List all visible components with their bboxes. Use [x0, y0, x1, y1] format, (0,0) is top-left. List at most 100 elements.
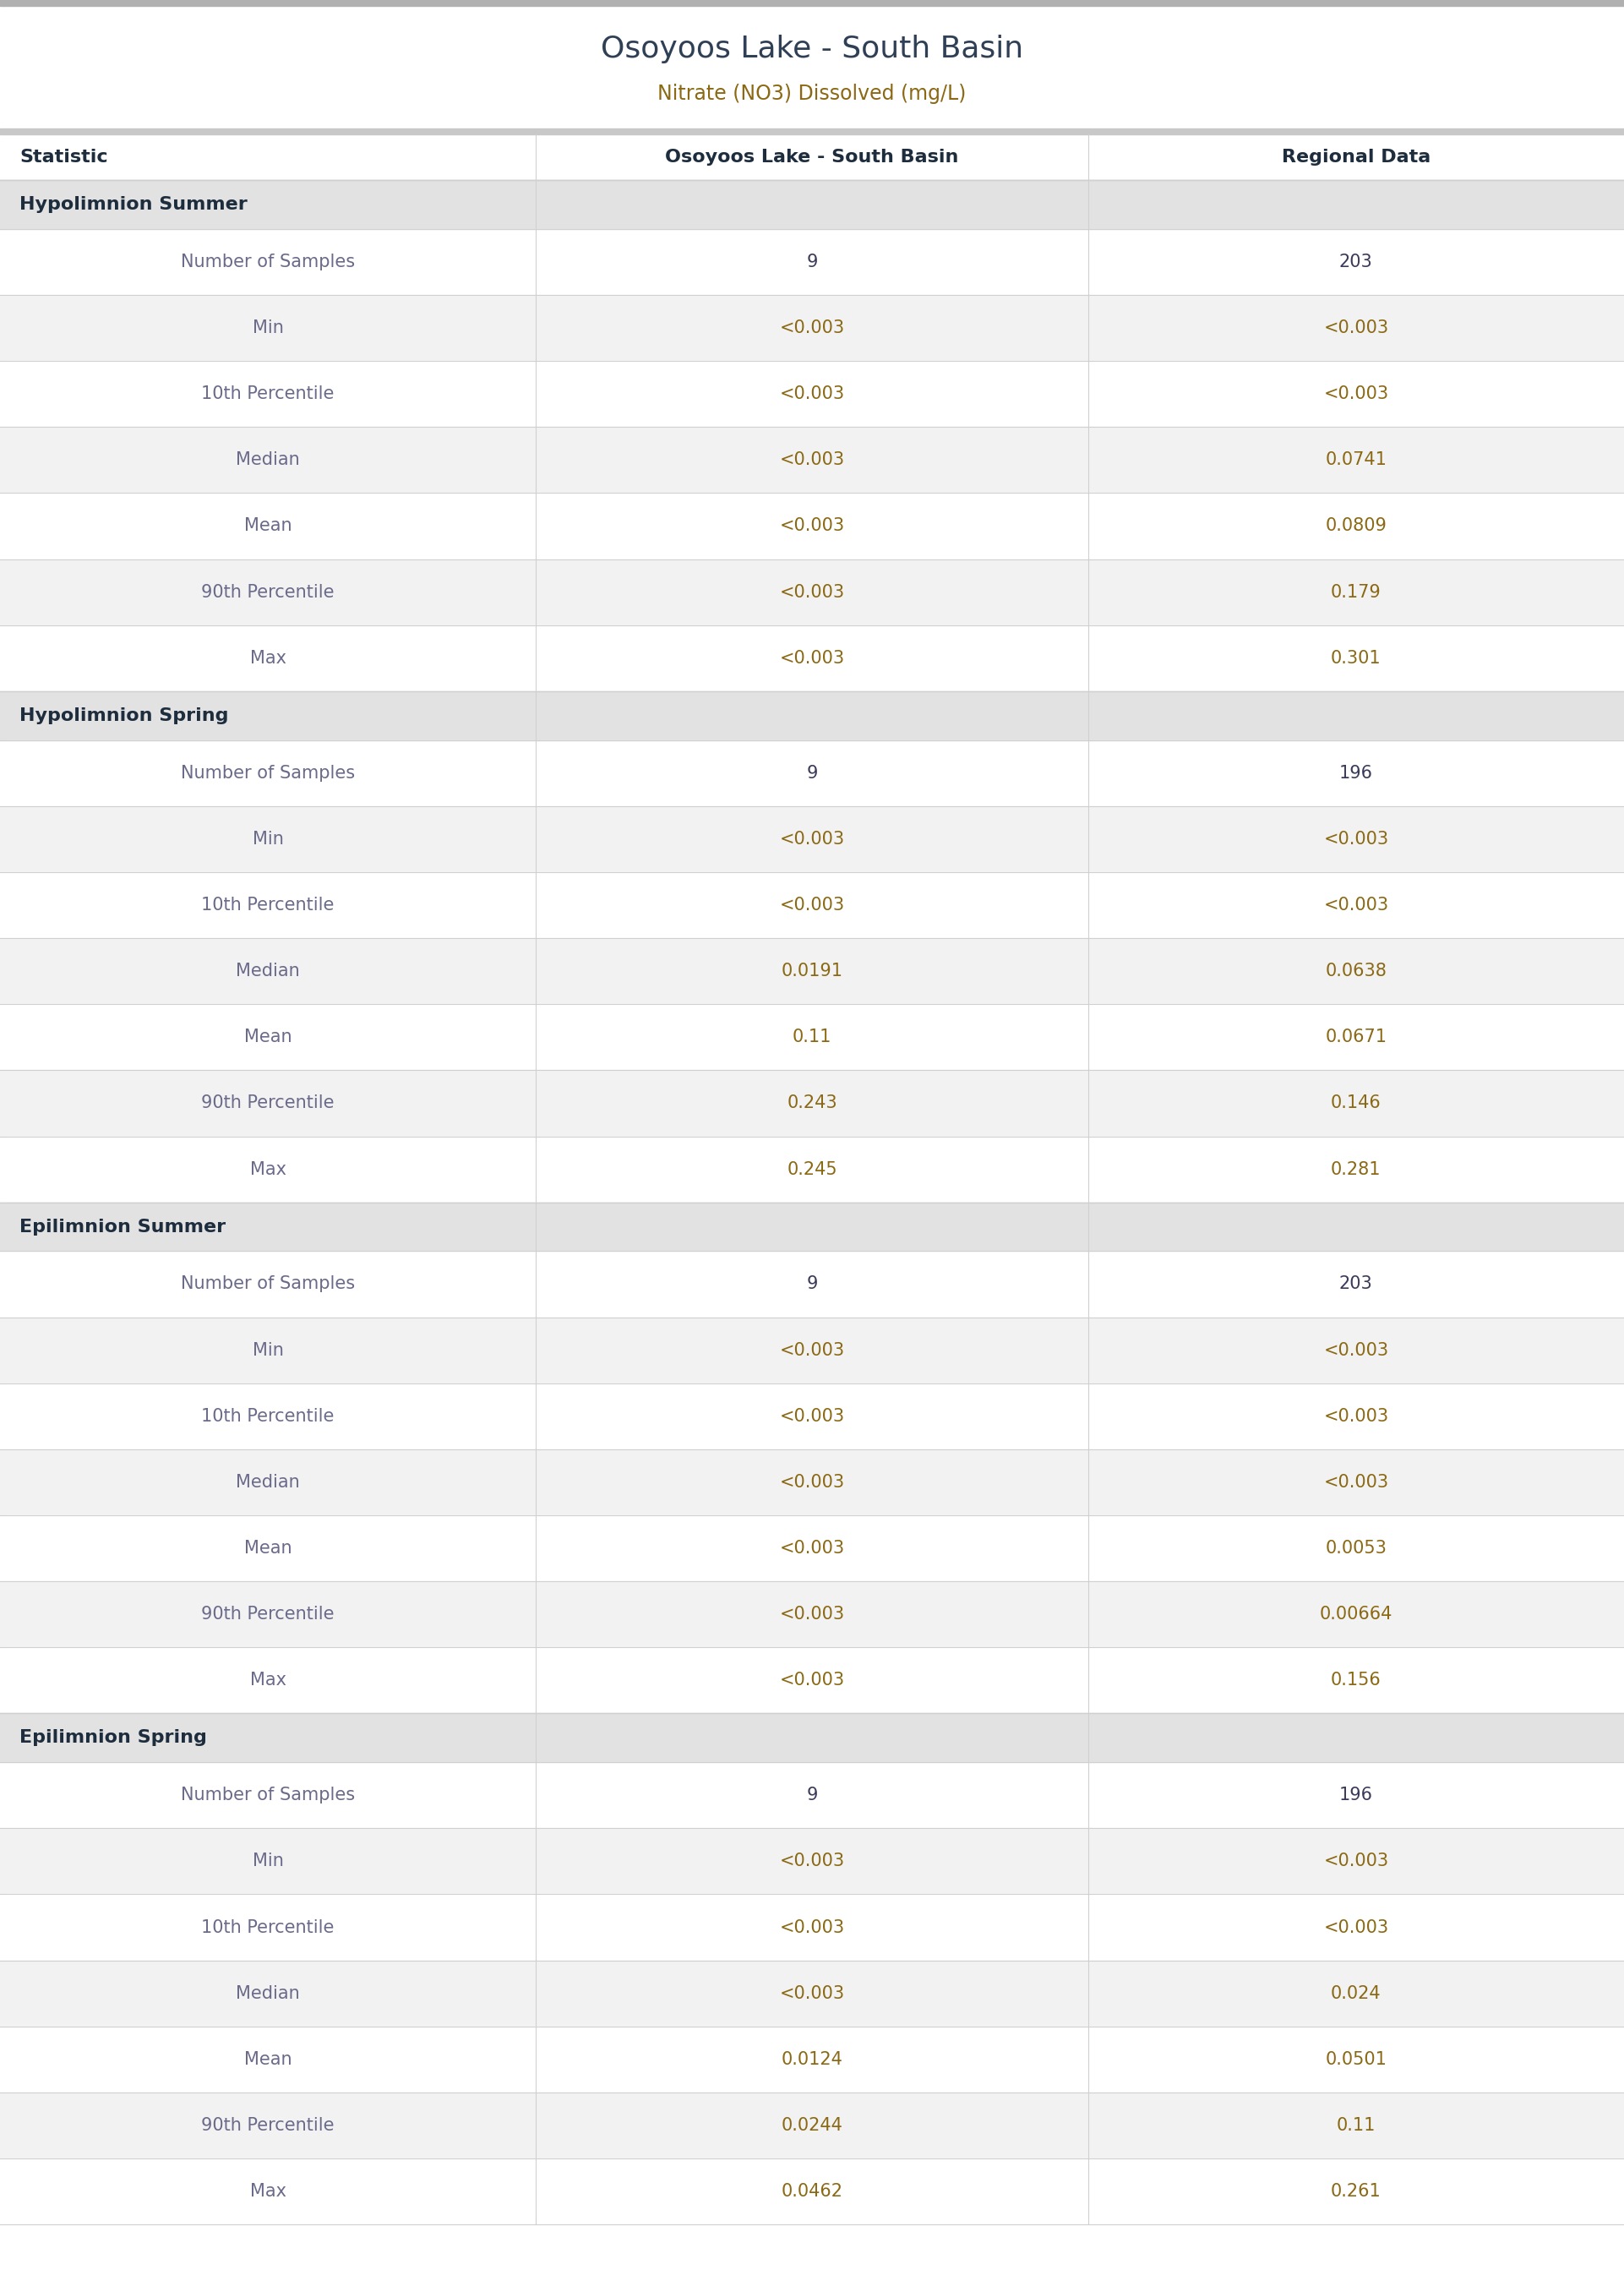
Text: 0.301: 0.301 [1330, 649, 1382, 667]
Bar [0, 2093, 1624, 2159]
Text: 10th Percentile: 10th Percentile [201, 897, 335, 913]
Text: <0.003: <0.003 [780, 897, 844, 913]
Text: Mean: Mean [244, 1539, 292, 1557]
Text: Median: Median [235, 1473, 300, 1491]
Text: <0.003: <0.003 [780, 583, 844, 602]
Text: 0.00664: 0.00664 [1320, 1605, 1392, 1623]
Bar [0, 690, 1624, 740]
Bar [0, 134, 1624, 179]
Text: Hypolimnion Spring: Hypolimnion Spring [19, 708, 229, 724]
Text: Number of Samples: Number of Samples [180, 765, 356, 781]
Text: <0.003: <0.003 [1324, 1407, 1389, 1426]
Text: Osoyoos Lake - South Basin: Osoyoos Lake - South Basin [666, 150, 958, 166]
Text: Max: Max [250, 649, 286, 667]
Text: <0.003: <0.003 [780, 1342, 844, 1360]
Text: 0.11: 0.11 [1337, 2118, 1376, 2134]
Text: 196: 196 [1340, 765, 1372, 781]
Text: 0.024: 0.024 [1330, 1984, 1382, 2002]
Text: <0.003: <0.003 [780, 518, 844, 533]
Text: 9: 9 [807, 1276, 817, 1292]
Text: 203: 203 [1340, 1276, 1372, 1292]
Text: 0.281: 0.281 [1332, 1160, 1380, 1178]
Text: 0.0809: 0.0809 [1325, 518, 1387, 533]
Bar [0, 1516, 1624, 1582]
Bar [0, 179, 1624, 229]
Text: Statistic: Statistic [19, 150, 107, 166]
Text: <0.003: <0.003 [1324, 320, 1389, 336]
Text: 0.0671: 0.0671 [1325, 1028, 1387, 1046]
Text: Regional Data: Regional Data [1281, 150, 1431, 166]
Bar [0, 938, 1624, 1003]
Text: <0.003: <0.003 [780, 831, 844, 847]
Bar [0, 127, 1624, 134]
Text: 196: 196 [1340, 1786, 1372, 1805]
Text: <0.003: <0.003 [780, 1673, 844, 1689]
Text: <0.003: <0.003 [1324, 1852, 1389, 1870]
Text: Max: Max [250, 1160, 286, 1178]
Text: 9: 9 [807, 1786, 817, 1805]
Text: Min: Min [252, 1342, 284, 1360]
Bar [0, 1003, 1624, 1069]
Text: 0.11: 0.11 [793, 1028, 831, 1046]
Text: 0.0638: 0.0638 [1325, 962, 1387, 981]
Text: <0.003: <0.003 [1324, 1342, 1389, 1360]
Text: 0.179: 0.179 [1330, 583, 1382, 602]
Text: 10th Percentile: 10th Percentile [201, 386, 335, 402]
Bar [0, 295, 1624, 361]
Bar [0, 0, 1624, 7]
Bar [0, 427, 1624, 493]
Text: <0.003: <0.003 [1324, 1473, 1389, 1491]
Bar [0, 2159, 1624, 2225]
Text: 0.0244: 0.0244 [781, 2118, 843, 2134]
Bar [0, 1251, 1624, 1317]
Bar [0, 1203, 1624, 1251]
Text: <0.003: <0.003 [780, 1918, 844, 1936]
Text: 0.0053: 0.0053 [1325, 1539, 1387, 1557]
Bar [0, 1827, 1624, 1895]
Text: Median: Median [235, 962, 300, 981]
Text: 0.156: 0.156 [1330, 1673, 1382, 1689]
Text: 0.243: 0.243 [786, 1094, 838, 1112]
Text: 0.146: 0.146 [1330, 1094, 1382, 1112]
Text: <0.003: <0.003 [1324, 831, 1389, 847]
Text: Mean: Mean [244, 2052, 292, 2068]
Text: Median: Median [235, 452, 300, 468]
Text: <0.003: <0.003 [780, 386, 844, 402]
Bar [0, 1762, 1624, 1827]
Text: Max: Max [250, 2184, 286, 2200]
Bar [0, 1382, 1624, 1448]
Text: 0.0462: 0.0462 [781, 2184, 843, 2200]
Text: 90th Percentile: 90th Percentile [201, 1605, 335, 1623]
Text: <0.003: <0.003 [780, 1605, 844, 1623]
Text: 0.0741: 0.0741 [1325, 452, 1387, 468]
Bar [0, 1961, 1624, 2027]
Text: Number of Samples: Number of Samples [180, 254, 356, 270]
Bar [0, 872, 1624, 938]
Bar [0, 1648, 1624, 1714]
Text: <0.003: <0.003 [780, 452, 844, 468]
Text: Mean: Mean [244, 1028, 292, 1046]
Bar [0, 1069, 1624, 1137]
Text: Median: Median [235, 1984, 300, 2002]
Text: <0.003: <0.003 [780, 1852, 844, 1870]
Text: Number of Samples: Number of Samples [180, 1786, 356, 1805]
Text: 0.0191: 0.0191 [781, 962, 843, 981]
Text: 10th Percentile: 10th Percentile [201, 1407, 335, 1426]
Bar [0, 1317, 1624, 1382]
Text: Max: Max [250, 1673, 286, 1689]
Text: 0.261: 0.261 [1330, 2184, 1382, 2200]
Text: 90th Percentile: 90th Percentile [201, 2118, 335, 2134]
Text: <0.003: <0.003 [780, 649, 844, 667]
Bar [0, 229, 1624, 295]
Bar [0, 493, 1624, 558]
Text: Nitrate (NO3) Dissolved (mg/L): Nitrate (NO3) Dissolved (mg/L) [658, 84, 966, 104]
Text: 9: 9 [807, 765, 817, 781]
Bar [0, 7, 1624, 127]
Bar [0, 740, 1624, 806]
Text: 0.0501: 0.0501 [1325, 2052, 1387, 2068]
Text: Min: Min [252, 320, 284, 336]
Text: Hypolimnion Summer: Hypolimnion Summer [19, 195, 247, 213]
Bar [0, 1448, 1624, 1516]
Text: <0.003: <0.003 [780, 320, 844, 336]
Text: <0.003: <0.003 [1324, 897, 1389, 913]
